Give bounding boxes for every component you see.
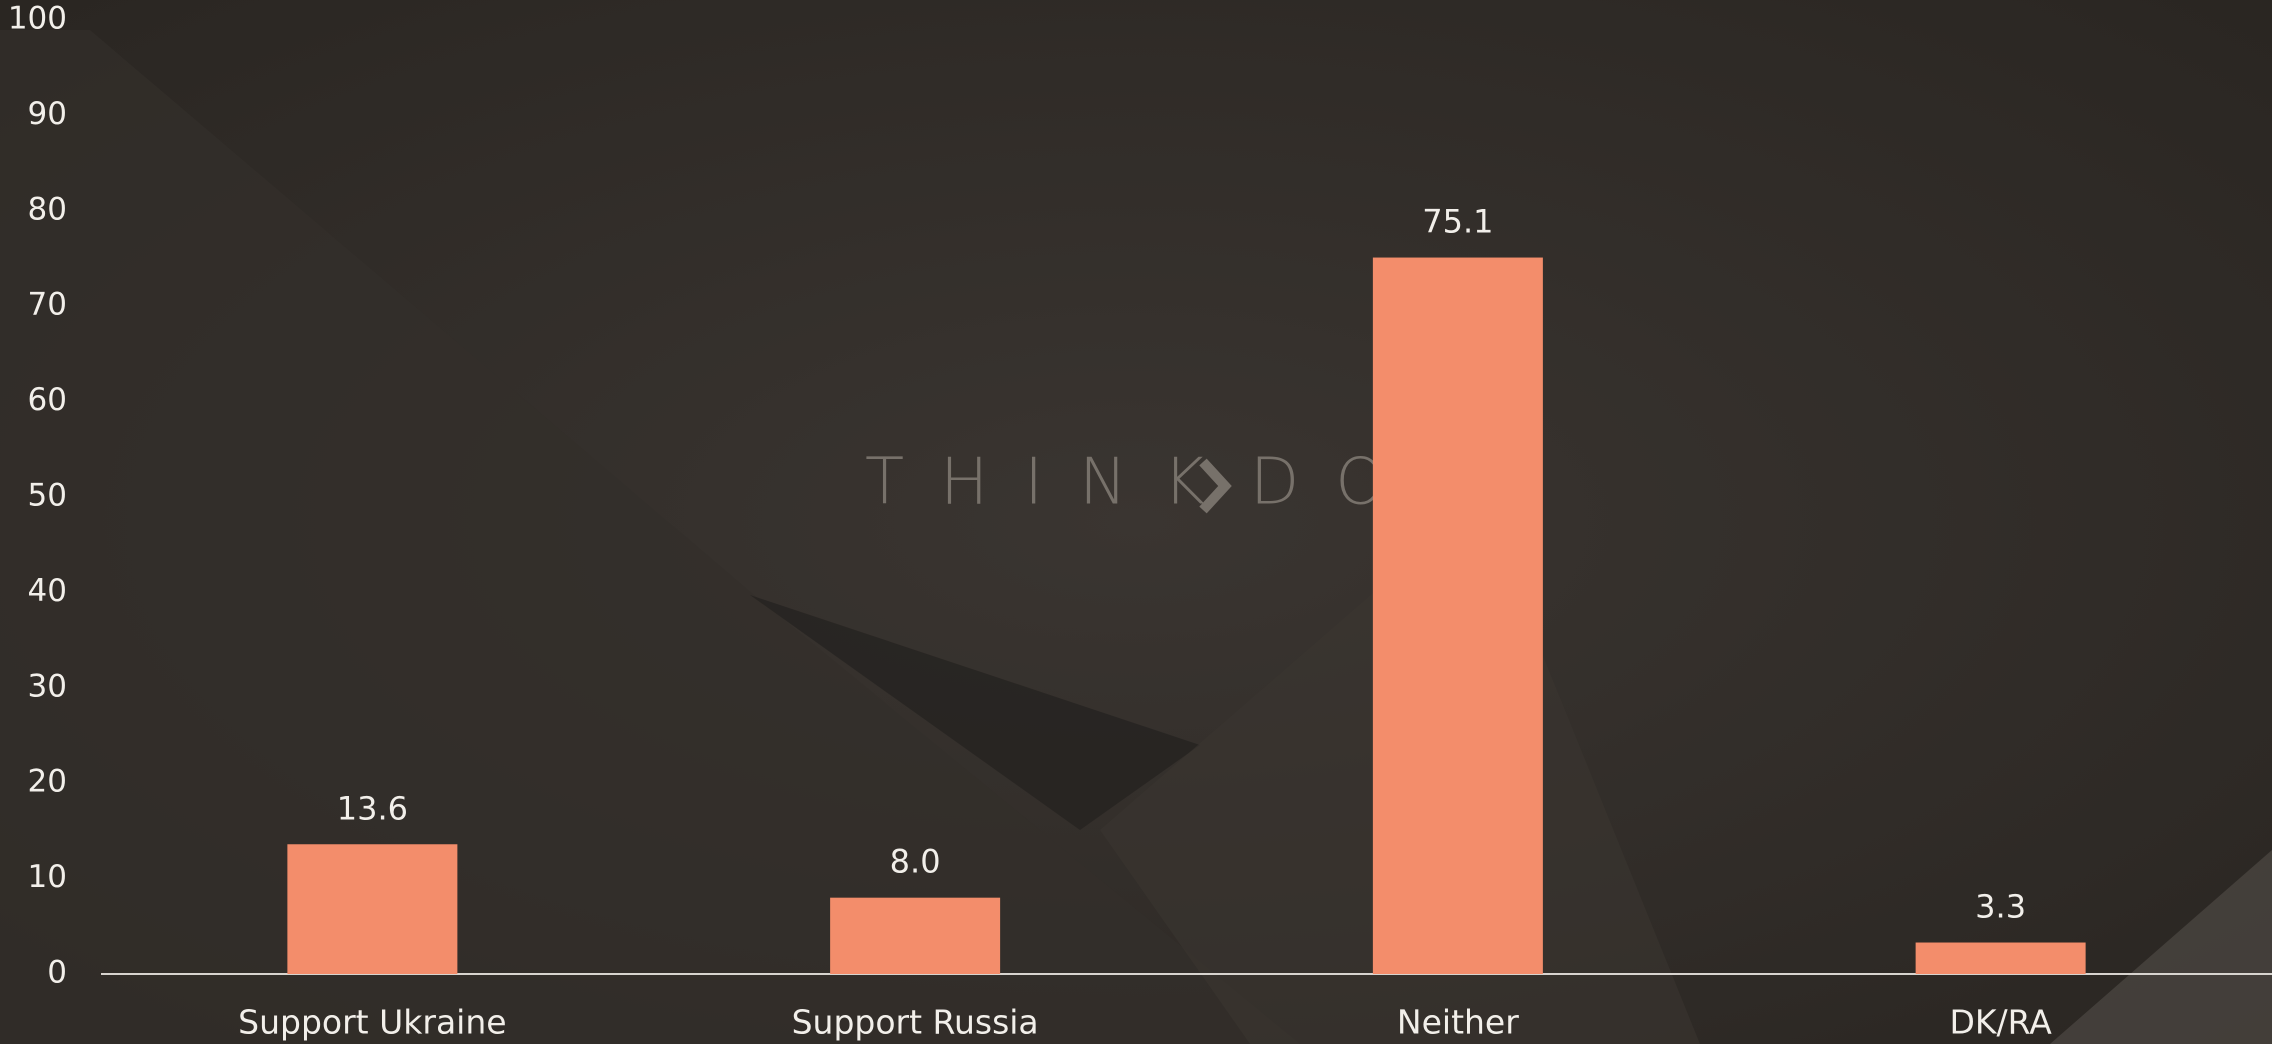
y-tick-label: 30 xyxy=(28,668,67,704)
watermark: DO xyxy=(1250,446,1422,520)
y-tick-label: 80 xyxy=(28,191,67,227)
y-tick-label: 60 xyxy=(28,382,67,418)
data-label: 3.3 xyxy=(1975,888,2026,926)
y-tick-label: 0 xyxy=(47,955,67,991)
data-label: 13.6 xyxy=(337,789,408,827)
y-tick-label: 10 xyxy=(28,859,67,895)
y-tick-label: 40 xyxy=(28,573,67,609)
bg-shape xyxy=(0,30,1300,1044)
y-tick-label: 50 xyxy=(28,478,67,514)
y-tick-label: 70 xyxy=(28,287,67,323)
x-tick-label: Support Russia xyxy=(792,1003,1039,1042)
watermark-arrow xyxy=(1199,458,1232,514)
bg-shape xyxy=(750,595,1200,830)
watermark: THINK xyxy=(865,446,1241,520)
data-label: 8.0 xyxy=(890,843,941,881)
bar xyxy=(1915,942,2086,974)
data-label: 75.1 xyxy=(1422,203,1493,241)
bar xyxy=(830,897,1001,974)
bar xyxy=(287,844,458,974)
x-tick-label: DK/RA xyxy=(1949,1003,2052,1042)
bar xyxy=(1372,257,1543,974)
x-tick-label: Neither xyxy=(1397,1003,1519,1042)
x-tick-label: Support Ukraine xyxy=(238,1003,506,1042)
y-tick-label: 90 xyxy=(28,96,67,132)
bg-shape xyxy=(2050,850,2272,1044)
y-tick-label: 20 xyxy=(28,764,67,800)
y-tick-label: 100 xyxy=(8,1,67,37)
